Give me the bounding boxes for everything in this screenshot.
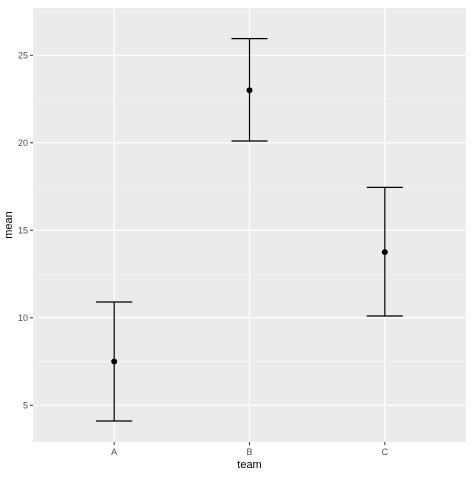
y-axis: 5 10 15 20 25 [18,50,33,410]
y-tick-label: 15 [18,225,28,235]
error-bar-C [366,186,403,317]
mean-point [111,358,118,365]
mean-point [246,87,253,94]
y-tick-label: 20 [18,138,28,148]
y-axis-title: mean [3,211,15,239]
error-bar-B [231,38,268,142]
y-tick-label: 10 [18,313,28,323]
x-tick-label: B [246,447,252,457]
x-axis: A B C [111,442,389,457]
error-bar-A [96,301,133,422]
y-tick-label: 5 [23,400,28,410]
mean-point [381,249,388,256]
x-axis-title: team [237,459,261,471]
x-tick-label: C [382,447,389,457]
x-tick-label: A [111,447,117,457]
y-tick-label: 25 [18,50,28,60]
data-marks [96,38,403,422]
